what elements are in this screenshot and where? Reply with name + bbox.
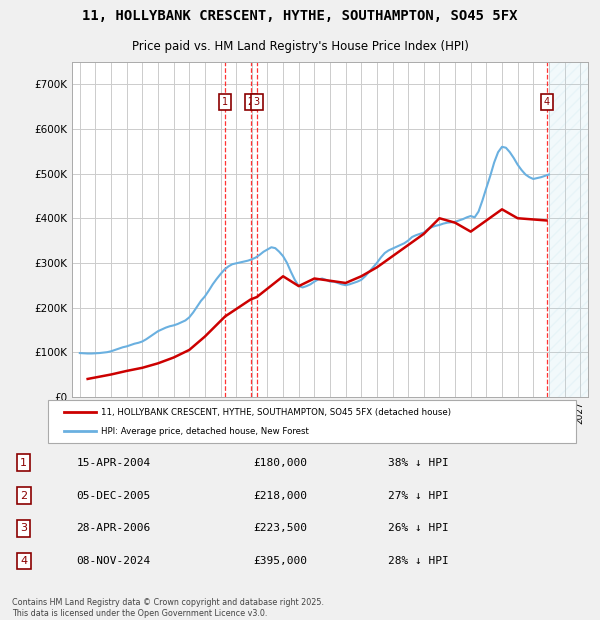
- FancyBboxPatch shape: [48, 400, 576, 443]
- Text: 28-APR-2006: 28-APR-2006: [77, 523, 151, 533]
- Text: 2: 2: [247, 97, 254, 107]
- Text: 1: 1: [20, 458, 27, 467]
- Text: 26% ↓ HPI: 26% ↓ HPI: [388, 523, 449, 533]
- Text: Price paid vs. HM Land Registry's House Price Index (HPI): Price paid vs. HM Land Registry's House …: [131, 40, 469, 53]
- Text: £180,000: £180,000: [253, 458, 307, 467]
- Text: 05-DEC-2005: 05-DEC-2005: [77, 490, 151, 500]
- Text: 38% ↓ HPI: 38% ↓ HPI: [388, 458, 449, 467]
- Text: 28% ↓ HPI: 28% ↓ HPI: [388, 556, 449, 566]
- Text: 4: 4: [20, 556, 27, 566]
- Text: 3: 3: [254, 97, 260, 107]
- Text: 2: 2: [20, 490, 27, 500]
- Text: £395,000: £395,000: [253, 556, 307, 566]
- Text: Contains HM Land Registry data © Crown copyright and database right 2025.
This d: Contains HM Land Registry data © Crown c…: [12, 598, 324, 618]
- Text: 4: 4: [544, 97, 550, 107]
- Text: 27% ↓ HPI: 27% ↓ HPI: [388, 490, 449, 500]
- Text: 11, HOLLYBANK CRESCENT, HYTHE, SOUTHAMPTON, SO45 5FX (detached house): 11, HOLLYBANK CRESCENT, HYTHE, SOUTHAMPT…: [101, 407, 451, 417]
- Text: £223,500: £223,500: [253, 523, 307, 533]
- Text: 11, HOLLYBANK CRESCENT, HYTHE, SOUTHAMPTON, SO45 5FX: 11, HOLLYBANK CRESCENT, HYTHE, SOUTHAMPT…: [82, 9, 518, 22]
- Text: HPI: Average price, detached house, New Forest: HPI: Average price, detached house, New …: [101, 427, 308, 436]
- Text: 08-NOV-2024: 08-NOV-2024: [77, 556, 151, 566]
- Text: 15-APR-2004: 15-APR-2004: [77, 458, 151, 467]
- Text: £218,000: £218,000: [253, 490, 307, 500]
- Text: 3: 3: [20, 523, 27, 533]
- Text: 1: 1: [222, 97, 228, 107]
- Bar: [549, 62, 588, 397]
